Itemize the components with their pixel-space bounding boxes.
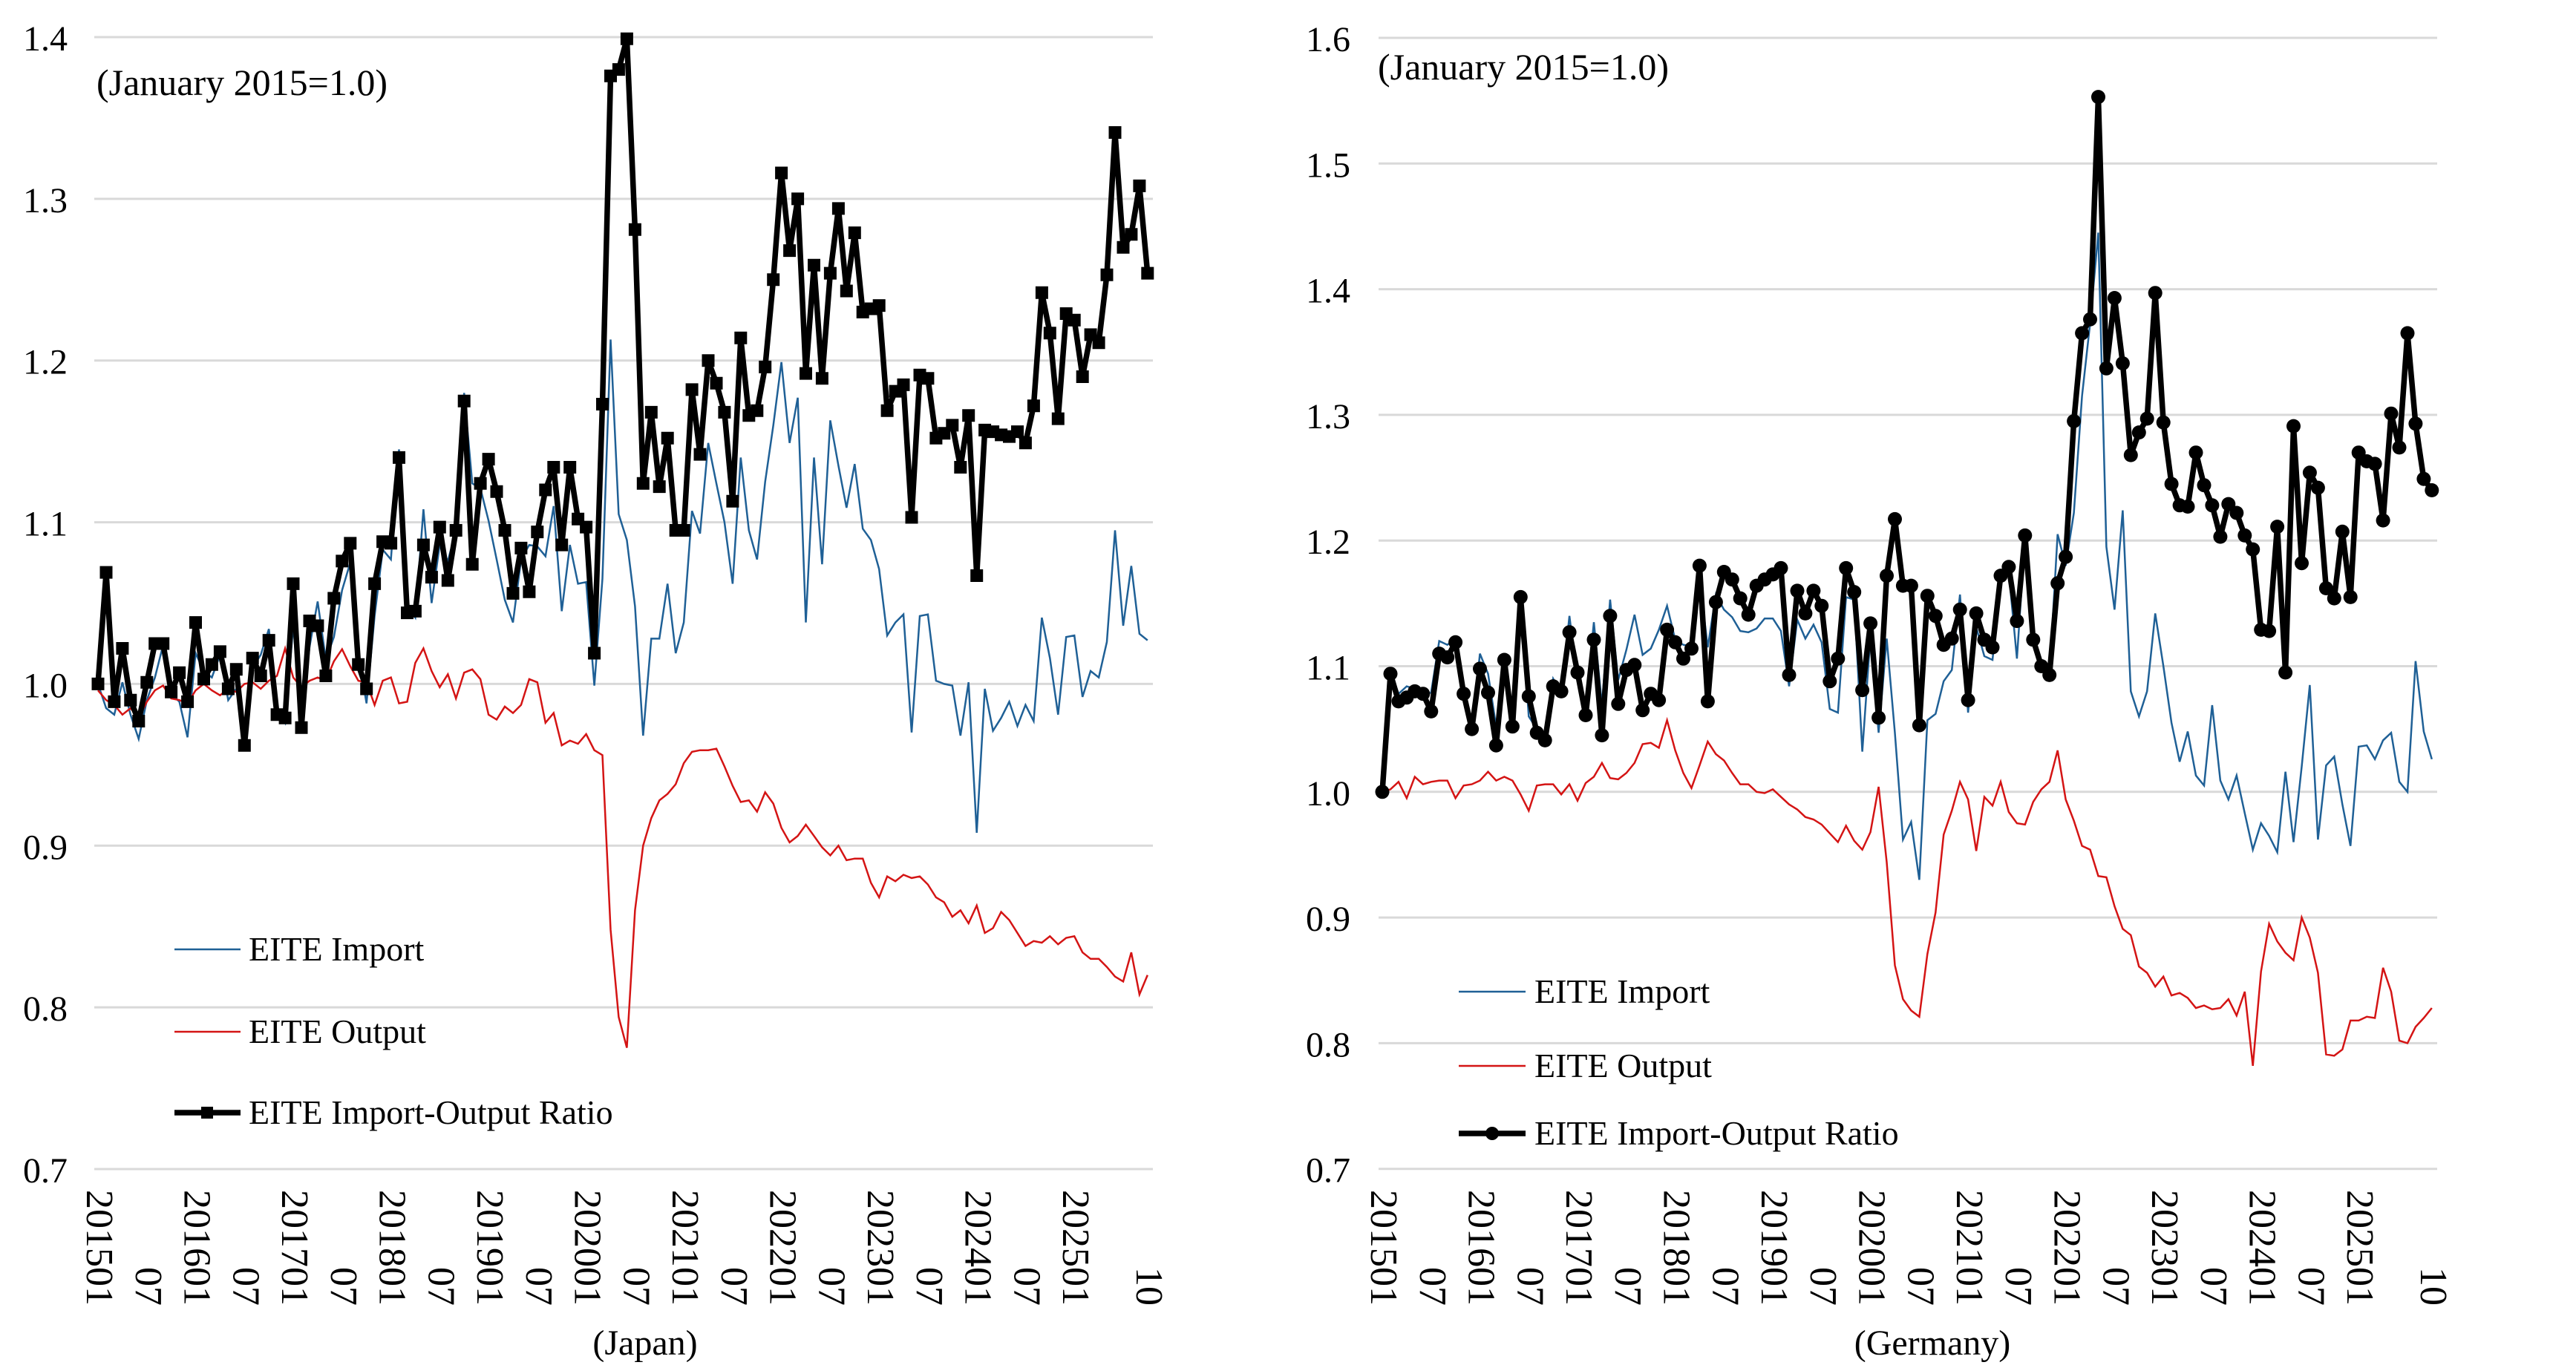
svg-text:07: 07 xyxy=(615,1267,657,1306)
svg-text:201901: 201901 xyxy=(468,1190,511,1306)
svg-text:07: 07 xyxy=(419,1267,462,1306)
svg-text:07: 07 xyxy=(127,1267,169,1306)
svg-text:07: 07 xyxy=(1606,1267,1649,1306)
svg-text:202001: 202001 xyxy=(1851,1190,1893,1306)
svg-text:07: 07 xyxy=(1005,1267,1047,1306)
svg-text:1.1: 1.1 xyxy=(23,505,68,544)
svg-text:0.8: 0.8 xyxy=(1306,1025,1350,1064)
svg-text:0.8: 0.8 xyxy=(23,989,68,1029)
svg-text:07: 07 xyxy=(713,1267,755,1306)
svg-text:202001: 202001 xyxy=(566,1190,609,1306)
svg-text:EITE Output: EITE Output xyxy=(249,1012,426,1050)
svg-text:07: 07 xyxy=(1704,1267,1746,1306)
svg-text:202101: 202101 xyxy=(1948,1190,1990,1306)
svg-text:202101: 202101 xyxy=(664,1190,706,1306)
svg-text:07: 07 xyxy=(322,1267,365,1306)
svg-text:201601: 201601 xyxy=(1460,1190,1503,1306)
svg-text:1.2: 1.2 xyxy=(23,343,68,382)
svg-text:07: 07 xyxy=(1802,1267,1844,1306)
svg-text:201701: 201701 xyxy=(273,1190,316,1306)
svg-text:1.4: 1.4 xyxy=(1306,272,1350,311)
svg-text:202201: 202201 xyxy=(762,1190,804,1306)
svg-text:07: 07 xyxy=(810,1267,852,1306)
svg-text:(January 2015=1.0): (January 2015=1.0) xyxy=(97,62,388,103)
svg-text:0.9: 0.9 xyxy=(23,828,68,867)
svg-text:202201: 202201 xyxy=(2046,1190,2088,1306)
svg-text:202501: 202501 xyxy=(1054,1190,1096,1306)
svg-text:07: 07 xyxy=(517,1267,560,1306)
svg-text:07: 07 xyxy=(224,1267,267,1306)
svg-text:07: 07 xyxy=(908,1267,950,1306)
svg-text:07: 07 xyxy=(2289,1267,2332,1306)
svg-text:07: 07 xyxy=(1899,1267,1941,1306)
svg-text:202301: 202301 xyxy=(2143,1190,2186,1306)
svg-text:1.0: 1.0 xyxy=(1306,774,1350,814)
svg-text:201501: 201501 xyxy=(78,1190,120,1306)
svg-text:1.4: 1.4 xyxy=(23,19,68,59)
svg-text:201901: 201901 xyxy=(1753,1190,1795,1306)
svg-text:202401: 202401 xyxy=(2241,1190,2284,1306)
svg-text:10: 10 xyxy=(1128,1267,1170,1306)
svg-text:1.1: 1.1 xyxy=(1306,649,1350,688)
svg-text:EITE Import: EITE Import xyxy=(1534,972,1710,1010)
svg-text:0.9: 0.9 xyxy=(1306,900,1350,939)
svg-text:(Japan): (Japan) xyxy=(592,1323,697,1363)
svg-text:EITE Import-Output Ratio: EITE Import-Output Ratio xyxy=(249,1093,613,1131)
svg-text:201801: 201801 xyxy=(371,1190,413,1306)
svg-text:1.3: 1.3 xyxy=(23,181,68,220)
svg-text:1.6: 1.6 xyxy=(1306,20,1350,59)
svg-text:1.3: 1.3 xyxy=(1306,397,1350,436)
svg-text:(Germany): (Germany) xyxy=(1854,1323,2011,1363)
svg-text:07: 07 xyxy=(2094,1267,2137,1306)
svg-text:0.7: 0.7 xyxy=(1306,1151,1350,1191)
svg-text:202401: 202401 xyxy=(957,1190,999,1306)
svg-text:0.7: 0.7 xyxy=(23,1151,68,1191)
svg-text:EITE Import-Output Ratio: EITE Import-Output Ratio xyxy=(1534,1114,1899,1152)
svg-text:10: 10 xyxy=(2412,1267,2454,1306)
svg-text:202501: 202501 xyxy=(2338,1190,2381,1306)
svg-text:1.2: 1.2 xyxy=(1306,523,1350,562)
svg-text:201801: 201801 xyxy=(1655,1190,1698,1306)
svg-text:201501: 201501 xyxy=(1362,1190,1405,1306)
svg-text:1.5: 1.5 xyxy=(1306,145,1350,185)
svg-text:EITE Import: EITE Import xyxy=(249,930,425,968)
svg-text:201601: 201601 xyxy=(176,1190,218,1306)
svg-text:202301: 202301 xyxy=(859,1190,901,1306)
svg-text:07: 07 xyxy=(1508,1267,1551,1306)
svg-text:07: 07 xyxy=(1411,1267,1454,1306)
svg-text:1.0: 1.0 xyxy=(23,666,68,705)
svg-text:07: 07 xyxy=(1997,1267,2039,1306)
svg-text:201701: 201701 xyxy=(1557,1190,1600,1306)
svg-text:07: 07 xyxy=(2192,1267,2235,1306)
svg-text:(January 2015=1.0): (January 2015=1.0) xyxy=(1378,46,1669,88)
svg-text:EITE Output: EITE Output xyxy=(1534,1047,1712,1084)
